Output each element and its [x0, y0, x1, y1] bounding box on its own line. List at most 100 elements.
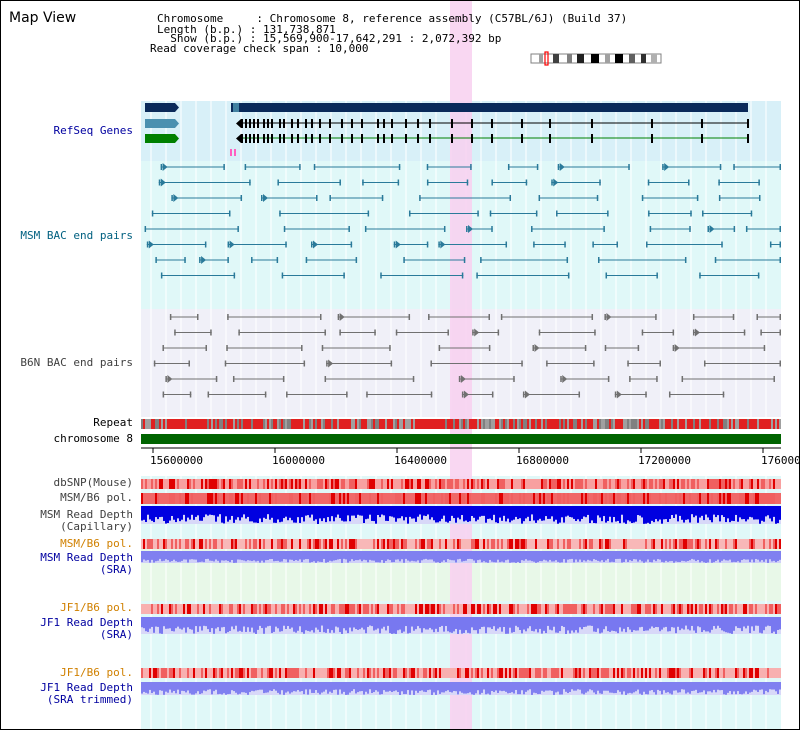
bac-end-pair[interactable]: [310, 240, 353, 249]
bac-end-pair[interactable]: [261, 194, 318, 202]
track-label-msm-pol2[interactable]: MSM/B6 pol.: [60, 537, 133, 550]
track-label-jf1-depth-sra-1[interactable]: JF1 Read Depth: [40, 616, 133, 629]
track-label-b6n-bac[interactable]: B6N BAC end pairs: [20, 356, 133, 369]
bac-end-pair[interactable]: [227, 240, 287, 249]
bac-end-pair[interactable]: [430, 360, 523, 367]
track-label-jf1-pol2[interactable]: JF1/B6 pol.: [60, 666, 133, 679]
bac-end-pair[interactable]: [702, 210, 753, 217]
bac-end-pair[interactable]: [251, 257, 279, 263]
bac-end-pair[interactable]: [403, 257, 466, 263]
bac-end-pair[interactable]: [174, 329, 212, 336]
bac-end-pair[interactable]: [692, 314, 735, 320]
bac-end-pair[interactable]: [426, 164, 472, 170]
track-label-jf1-pol[interactable]: JF1/B6 pol.: [60, 601, 133, 614]
bac-end-pair[interactable]: [557, 163, 630, 171]
bac-end-pair[interactable]: [244, 164, 301, 170]
bac-end-pair[interactable]: [277, 179, 341, 186]
bac-end-pair[interactable]: [438, 345, 491, 351]
bac-end-pair[interactable]: [533, 241, 566, 248]
bac-end-pair[interactable]: [646, 241, 723, 248]
bac-end-pair[interactable]: [281, 272, 345, 279]
bac-end-pair[interactable]: [337, 313, 411, 321]
bac-end-pair[interactable]: [393, 240, 429, 249]
bac-end-pair[interactable]: [226, 345, 303, 351]
bac-end-pair[interactable]: [144, 226, 239, 232]
bac-end-pair[interactable]: [461, 390, 494, 399]
bac-end-pair[interactable]: [238, 329, 326, 336]
bac-end-pair[interactable]: [531, 226, 605, 232]
bac-end-pair[interactable]: [745, 226, 781, 232]
bac-end-pair[interactable]: [158, 178, 251, 187]
bac-end-pair[interactable]: [500, 314, 594, 320]
bac-end-pair[interactable]: [769, 241, 781, 248]
track-label-repeat[interactable]: Repeat: [93, 416, 133, 429]
bac-end-pair[interactable]: [324, 376, 415, 382]
bac-end-pair[interactable]: [329, 195, 384, 201]
bac-end-pair[interactable]: [718, 195, 761, 201]
bac-end-pair[interactable]: [155, 257, 186, 263]
bac-end-pair[interactable]: [629, 376, 658, 382]
bac-end-pair[interactable]: [408, 210, 479, 217]
bac-end-pair[interactable]: [681, 376, 775, 382]
bac-end-pair[interactable]: [362, 179, 400, 186]
track-label-msm-depth-sra-1[interactable]: MSM Read Depth: [40, 551, 133, 564]
bac-end-pair[interactable]: [207, 391, 267, 398]
bac-end-pair[interactable]: [704, 360, 781, 367]
bac-end-pair[interactable]: [366, 391, 433, 398]
bac-end-pair[interactable]: [491, 179, 528, 186]
bac-end-pair[interactable]: [556, 210, 609, 217]
bac-end-pair[interactable]: [426, 179, 469, 186]
bac-end-pair[interactable]: [692, 328, 746, 337]
bac-end-pair[interactable]: [305, 257, 358, 263]
bac-end-pair[interactable]: [199, 256, 229, 264]
bac-end-pair[interactable]: [714, 257, 781, 263]
bac-end-pair[interactable]: [604, 313, 657, 321]
bac-end-pair[interactable]: [522, 390, 581, 399]
bac-end-pair[interactable]: [428, 314, 490, 320]
bac-end-pair[interactable]: [283, 226, 350, 232]
bac-end-pair[interactable]: [760, 329, 781, 336]
bac-end-pair[interactable]: [169, 314, 199, 320]
bac-end-pair[interactable]: [313, 164, 401, 170]
bac-end-pair[interactable]: [718, 179, 760, 186]
bac-end-pair[interactable]: [419, 195, 512, 201]
bac-end-pair[interactable]: [641, 195, 699, 201]
bac-end-pair[interactable]: [466, 225, 493, 233]
bac-end-pair[interactable]: [339, 329, 376, 336]
bac-end-pair[interactable]: [538, 329, 596, 336]
track-label-dbsnp[interactable]: dbSNP(Mouse): [53, 476, 133, 489]
track-label-msm-depth-cap-1[interactable]: MSM Read Depth: [40, 508, 133, 521]
bac-end-pair[interactable]: [604, 345, 640, 351]
bac-end-pair[interactable]: [605, 272, 658, 279]
bac-end-pair[interactable]: [171, 194, 243, 202]
bac-end-pair[interactable]: [507, 164, 539, 170]
bac-end-pair[interactable]: [224, 360, 306, 367]
bac-end-pair[interactable]: [672, 344, 766, 352]
bac-end-pair[interactable]: [458, 375, 515, 383]
bac-end-pair[interactable]: [227, 314, 322, 320]
bac-end-pair[interactable]: [364, 226, 446, 232]
bac-end-pair[interactable]: [480, 257, 569, 263]
bac-end-pair[interactable]: [326, 359, 393, 368]
bac-end-pair[interactable]: [472, 328, 500, 337]
bac-end-pair[interactable]: [560, 375, 610, 383]
bac-end-pair[interactable]: [380, 272, 464, 279]
bac-end-pair[interactable]: [641, 329, 675, 336]
track-label-jf1-depth-trim-1[interactable]: JF1 Read Depth: [40, 681, 133, 694]
bac-end-pair[interactable]: [592, 241, 618, 248]
bac-end-pair[interactable]: [151, 210, 231, 217]
bac-end-pair[interactable]: [476, 272, 570, 279]
bac-end-pair[interactable]: [546, 360, 595, 367]
bac-end-pair[interactable]: [232, 376, 285, 382]
bac-end-pair[interactable]: [160, 272, 236, 279]
bac-end-pair[interactable]: [648, 210, 692, 217]
bac-end-pair[interactable]: [395, 329, 449, 336]
bac-end-pair[interactable]: [538, 195, 599, 201]
bac-end-pair[interactable]: [668, 391, 725, 398]
bac-end-pair[interactable]: [438, 240, 508, 249]
bac-end-pair[interactable]: [286, 391, 348, 398]
bac-end-pair[interactable]: [321, 345, 391, 351]
bac-end-pair[interactable]: [279, 210, 370, 217]
bac-end-pair[interactable]: [597, 257, 687, 263]
